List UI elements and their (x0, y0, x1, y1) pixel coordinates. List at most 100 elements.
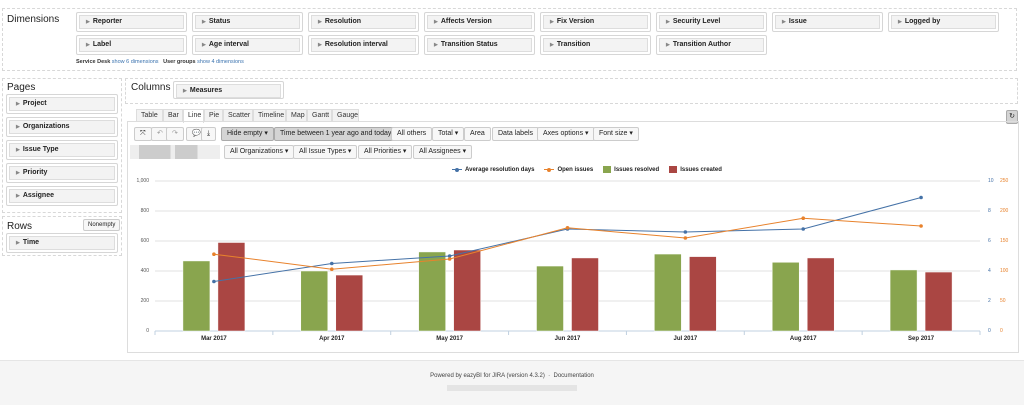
x-tick-label: Apr 2017 (319, 336, 345, 342)
tab-gantt[interactable]: Gantt (307, 109, 332, 122)
all-others-button[interactable]: All others (391, 127, 433, 141)
tab-line[interactable]: Line (183, 109, 204, 123)
refresh-button[interactable]: ↻ (1006, 110, 1018, 124)
dimension-label-wrap: ▶ Age interval (195, 38, 300, 52)
filter-dropdown[interactable]: All Issue Types ▾ (293, 145, 358, 159)
nonempty-button[interactable]: Nonempty (83, 219, 121, 231)
dimension-fix-version[interactable]: ▶ Fix Version (540, 12, 651, 32)
legend-item[interactable]: Issues created (669, 166, 722, 173)
legend-label: Open issues (557, 166, 594, 173)
dimension-resolution[interactable]: ▶ Resolution (308, 12, 419, 32)
y-left-tick-label: 0 (146, 328, 149, 334)
dimension-logged-by[interactable]: ▶ Logged by (888, 12, 999, 32)
expand-triangle-icon: ▶ (16, 124, 20, 130)
dimension-transition-author[interactable]: ▶ Transition Author (656, 35, 767, 55)
fullscreen-button[interactable]: ⤧ (134, 127, 152, 141)
expand-triangle-icon: ▶ (16, 147, 20, 153)
dimension-label: Transition (556, 41, 591, 48)
dimension-transition-status[interactable]: ▶ Transition Status (424, 35, 535, 55)
dimension-label-wrap: ▶ Issue (775, 15, 880, 29)
dimension-label-wrap: ▶ Fix Version (543, 15, 648, 29)
tab-table[interactable]: Table (136, 109, 163, 122)
tab-bar[interactable]: Bar (163, 109, 183, 122)
dimensions-title: Dimensions (7, 14, 60, 25)
expand-triangle-icon: ▶ (86, 42, 90, 48)
dimension-label-wrap: ▶ Organizations (9, 120, 115, 134)
expand-triangle-icon: ▶ (318, 19, 322, 25)
dimension-label[interactable]: ▶ Label (76, 35, 187, 55)
dimension-transition[interactable]: ▶ Transition (540, 35, 651, 55)
expand-triangle-icon: ▶ (434, 19, 438, 25)
dimension-issue[interactable]: ▶ Issue (772, 12, 883, 32)
y-left-tick-label: 600 (140, 238, 149, 244)
expand-triangle-icon: ▶ (550, 42, 554, 48)
tab-gauge[interactable]: Gauge (332, 109, 359, 122)
dimension-security-level[interactable]: ▶ Security Level (656, 12, 767, 32)
bar-issues-created (335, 274, 364, 332)
expand-triangle-icon: ▶ (898, 19, 902, 25)
dimension-label-wrap: ▶ Project (9, 97, 115, 111)
row-time[interactable]: ▶ Time (6, 233, 118, 253)
legend-item[interactable]: Open issues (544, 167, 593, 173)
dimension-label: Assignee (22, 192, 54, 199)
dimension-label: Project (22, 100, 47, 107)
expand-triangle-icon: ▶ (550, 19, 554, 25)
data-labels-button[interactable]: Data labels (492, 127, 540, 141)
line-point (683, 230, 688, 234)
blurred-page-filter[interactable] (130, 145, 220, 159)
y-right1-tick-label: 2 (988, 298, 991, 304)
dimension-label: Transition Status (440, 41, 498, 48)
page-assignee[interactable]: ▶ Assignee (6, 186, 118, 206)
legend-label: Average resolution days (465, 166, 535, 173)
dimension-label-wrap: ▶ Affects Version (427, 15, 532, 29)
user-groups-link[interactable]: show 4 dimensions (197, 59, 244, 65)
chart-legend: Average resolution days Open issues Issues… (452, 166, 722, 173)
font-size-dropdown[interactable]: Font size ▾ (593, 127, 639, 141)
page-priority[interactable]: ▶ Priority (6, 163, 118, 183)
bar-issues-resolved (889, 269, 918, 332)
legend-item[interactable]: Issues resolved (603, 166, 659, 173)
tab-timeline[interactable]: Timeline (253, 109, 286, 122)
legend-label: Issues created (680, 166, 722, 173)
dimension-age-interval[interactable]: ▶ Age interval (192, 35, 303, 55)
redo-button[interactable]: ↷ (166, 127, 184, 141)
footer: Powered by eazyBI for JIRA (version 4.3.… (0, 360, 1024, 405)
y-right2-tick-label: 50 (1000, 298, 1006, 304)
dimension-label-wrap: ▶ Status (195, 15, 300, 29)
legend-item[interactable]: Average resolution days (452, 167, 534, 173)
line-point (683, 236, 688, 240)
page-organizations[interactable]: ▶ Organizations (6, 117, 118, 137)
x-tick-label: Aug 2017 (789, 336, 817, 342)
line-point (919, 195, 923, 200)
service-desk-link[interactable]: show 6 dimensions (111, 59, 159, 65)
filter-dropdown[interactable]: All Assignees ▾ (413, 145, 473, 159)
column-measures[interactable]: ▶ Measures (173, 81, 284, 99)
y-right1-tick-label: 6 (988, 238, 991, 244)
filter-dropdown[interactable]: All Priorities ▾ (358, 145, 413, 159)
tab-map[interactable]: Map (286, 109, 307, 122)
dimension-resolution-interval[interactable]: ▶ Resolution interval (308, 35, 419, 55)
x-tick-label: May 2017 (436, 336, 463, 342)
y-right2-tick-label: 250 (1000, 178, 1009, 184)
y-right1-tick-label: 8 (988, 208, 991, 214)
expand-triangle-icon: ▶ (666, 42, 670, 48)
hide-empty-dropdown[interactable]: Hide empty ▾ (221, 127, 274, 141)
download-button[interactable]: ⤓ (201, 127, 217, 141)
expand-triangle-icon: ▶ (666, 19, 670, 25)
dimension-label-wrap: ▶ Logged by (891, 15, 996, 29)
dimension-label: Priority (22, 169, 48, 176)
page-project[interactable]: ▶ Project (6, 94, 118, 114)
documentation-link[interactable]: Documentation (553, 373, 594, 379)
total-dropdown[interactable]: Total ▾ (432, 127, 465, 141)
dimension-affects-version[interactable]: ▶ Affects Version (424, 12, 535, 32)
area-button[interactable]: Area (464, 127, 491, 141)
dimension-status[interactable]: ▶ Status (192, 12, 303, 32)
page-issue-type[interactable]: ▶ Issue Type (6, 140, 118, 160)
dimension-label-wrap: ▶ Resolution interval (311, 38, 416, 52)
pages-panel (2, 78, 122, 213)
dimension-reporter[interactable]: ▶ Reporter (76, 12, 187, 32)
tab-scatter[interactable]: Scatter (223, 109, 253, 122)
expand-triangle-icon: ▶ (86, 19, 90, 25)
tab-pie[interactable]: Pie (204, 109, 223, 122)
dimension-label: Age interval (208, 41, 249, 48)
